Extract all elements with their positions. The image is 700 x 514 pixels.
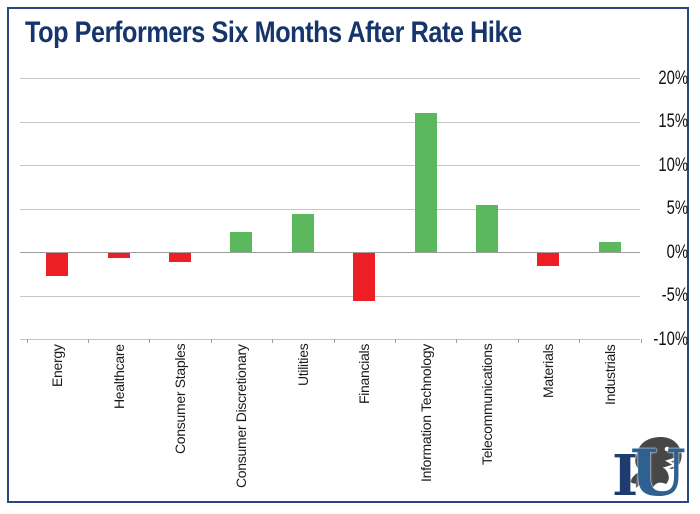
bar-consumer-staples bbox=[169, 253, 191, 262]
x-axis-label: Financials bbox=[356, 344, 373, 405]
y-axis-label: 10% bbox=[658, 154, 688, 176]
category-axis-tick bbox=[640, 339, 642, 343]
logo-letter-u: U bbox=[630, 436, 686, 511]
bar-financials bbox=[353, 253, 376, 301]
category-axis-tick bbox=[456, 339, 458, 343]
bear-head-icon bbox=[630, 436, 682, 494]
x-axis-label: Energy bbox=[49, 344, 66, 387]
bar-information-technology bbox=[414, 112, 437, 252]
gridline bbox=[20, 339, 640, 340]
y-axis-label: 15% bbox=[658, 111, 688, 132]
x-axis-label: Information Technology bbox=[417, 344, 434, 482]
bar-utilities bbox=[291, 213, 314, 252]
bar-energy bbox=[46, 253, 69, 276]
y-axis-label: 0% bbox=[666, 241, 688, 263]
iu-logo: I U bbox=[610, 436, 690, 506]
x-axis-label: Consumer Staples bbox=[172, 344, 188, 455]
gridline bbox=[20, 121, 640, 123]
y-axis-label: -5% bbox=[661, 285, 688, 306]
gridline bbox=[20, 78, 640, 79]
category-axis-tick bbox=[210, 339, 212, 343]
y-axis-label: -10% bbox=[653, 328, 688, 350]
x-axis-label: Telecommunications bbox=[479, 344, 495, 466]
category-axis-tick bbox=[87, 339, 89, 343]
bar-consumer-discretionary bbox=[230, 232, 253, 252]
gridline bbox=[20, 165, 640, 166]
category-axis-tick bbox=[26, 339, 28, 343]
gridline bbox=[20, 208, 640, 210]
zero-axis-line bbox=[20, 252, 640, 253]
logo-letter-i: I bbox=[612, 443, 639, 509]
category-axis-tick bbox=[579, 339, 581, 343]
x-axis-label: Consumer Discretionary bbox=[233, 344, 250, 488]
chart-title: Top Performers Six Months After Rate Hik… bbox=[25, 16, 522, 49]
category-axis-tick bbox=[333, 339, 335, 343]
gridline bbox=[20, 295, 640, 297]
category-axis-tick bbox=[149, 339, 151, 343]
x-axis-label: Utilities bbox=[294, 344, 311, 387]
x-axis-label: Materials bbox=[540, 344, 557, 399]
category-axis-tick bbox=[517, 339, 519, 343]
y-axis-label: 5% bbox=[666, 198, 688, 219]
x-axis-label: Healthcare bbox=[110, 344, 127, 409]
bar-telecommunications bbox=[476, 205, 498, 252]
category-axis-tick bbox=[272, 339, 274, 343]
bar-materials bbox=[537, 253, 560, 266]
bar-healthcare bbox=[107, 253, 130, 259]
y-axis-label: 20% bbox=[658, 67, 688, 89]
category-axis-tick bbox=[394, 339, 396, 343]
bar-industrials bbox=[598, 242, 621, 252]
